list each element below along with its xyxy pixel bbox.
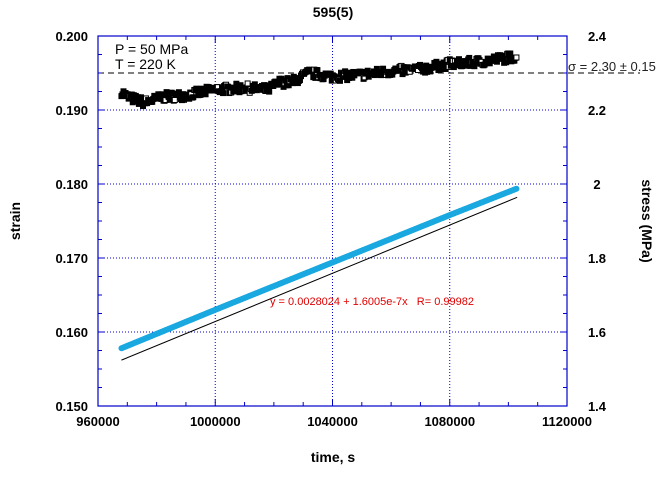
x-tick-label: 960000 xyxy=(76,414,119,429)
x-axis-label: time, s xyxy=(311,449,356,465)
stress-point xyxy=(513,54,520,61)
strain-point xyxy=(513,185,520,192)
stress-point xyxy=(336,77,343,84)
stress-point xyxy=(503,59,510,66)
stress-point xyxy=(190,94,197,101)
pressure-annotation: P = 50 MPa xyxy=(115,41,189,57)
chart-title: 595(5) xyxy=(313,4,353,20)
fit-equation: y = 0.0028024 + 1.6005e-7x R= 0.99982 xyxy=(270,296,474,308)
data-marks xyxy=(98,50,640,361)
stress-point xyxy=(171,97,178,104)
stress-point xyxy=(220,90,227,97)
stress-point xyxy=(507,50,514,57)
fit-line xyxy=(121,196,518,361)
y-left-tick-label: 0.160 xyxy=(55,325,88,340)
grid xyxy=(98,36,567,406)
sigma-annotation: σ = 2.30 ± 0.15 xyxy=(568,59,656,74)
y-left-tick-label: 0.200 xyxy=(55,29,88,44)
y-left-tick-label: 0.170 xyxy=(55,251,88,266)
y-right-tick-label: 1.4 xyxy=(588,399,607,414)
temperature-annotation: T = 220 K xyxy=(115,56,177,72)
y-axis-left-label: strain xyxy=(7,202,23,240)
y-left-tick-label: 0.180 xyxy=(55,177,88,192)
x-tick-label: 1080000 xyxy=(424,414,475,429)
y-left-tick-label: 0.190 xyxy=(55,103,88,118)
stress-point xyxy=(433,58,440,65)
stress-point xyxy=(314,67,321,74)
x-tick-label: 1040000 xyxy=(307,414,358,429)
y-axis-right-label: stress (MPa) xyxy=(639,179,655,262)
x-tick-label: 1000000 xyxy=(190,414,241,429)
stress-point xyxy=(244,80,251,87)
y-right-tick-label: 2 xyxy=(593,177,600,192)
y-right-tick-label: 2.2 xyxy=(588,103,606,118)
y-right-tick-label: 1.6 xyxy=(588,325,606,340)
stress-point xyxy=(266,88,273,95)
y-right-tick-label: 2.4 xyxy=(588,29,607,44)
y-right-tick-label: 1.8 xyxy=(588,251,606,266)
axis-ticks: 960000 1000000 1040000 1080000 1120000 0.150 0… xyxy=(55,29,606,429)
y-left-tick-label: 0.150 xyxy=(55,399,88,414)
x-tick-label: 1120000 xyxy=(542,414,592,429)
